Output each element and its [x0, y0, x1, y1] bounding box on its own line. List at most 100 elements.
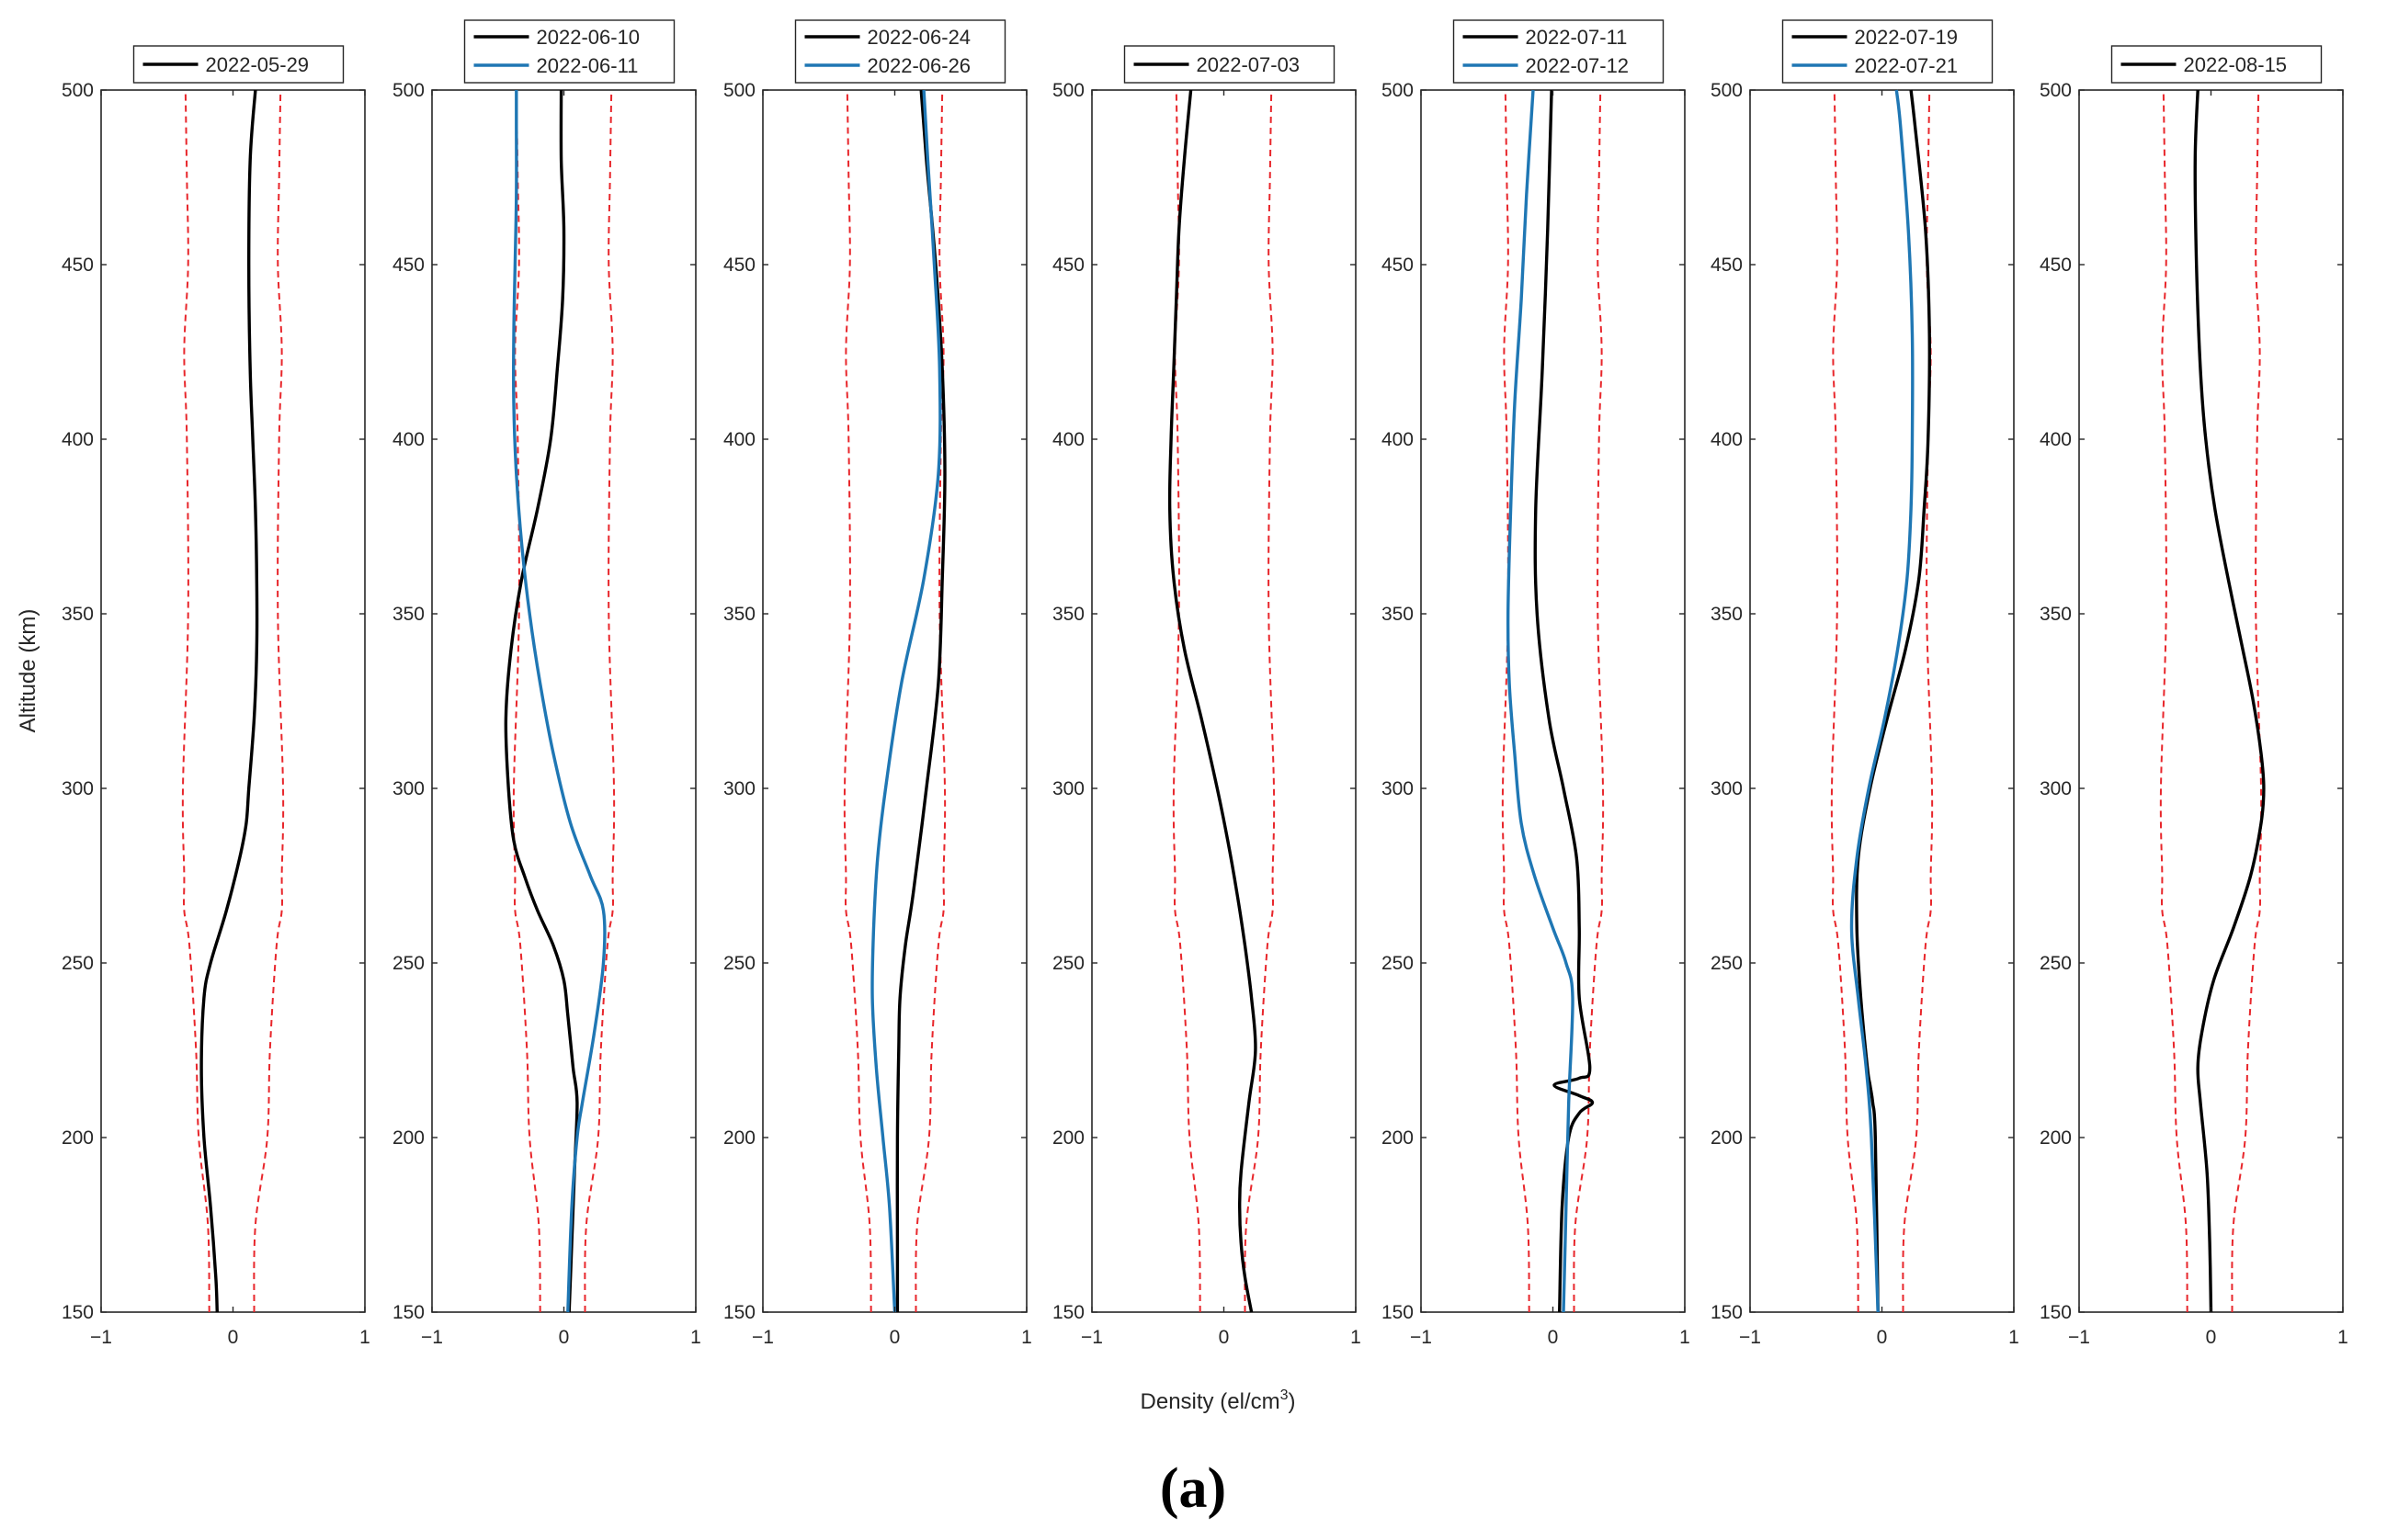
y-tick-label: 300	[1052, 778, 1085, 799]
axes-frame	[100, 89, 366, 1313]
legend-label: 2022-07-19	[1855, 26, 1959, 49]
subplot-1: 150 200 250 300 350 400 450 500 −1 0 1 2022-05-29	[62, 45, 370, 1348]
y-tick-label: 400	[1381, 429, 1414, 450]
y-tick-label: 200	[723, 1127, 756, 1149]
x-tick-label: 1	[1021, 1327, 1032, 1348]
x-tick-label: −1	[1410, 1327, 1432, 1348]
y-tick-label: 450	[392, 255, 425, 276]
x-tick-label: −1	[90, 1327, 112, 1348]
y-tick-label: 500	[392, 80, 425, 101]
series-line-2022-06-26	[870, 89, 942, 1313]
x-tick-label: 0	[2206, 1327, 2217, 1348]
x-tick-label: 1	[1679, 1327, 1690, 1348]
series-line-2022-07-21	[1849, 89, 1915, 1313]
y-tick-label: 450	[62, 255, 94, 276]
x-tick-label: 0	[1877, 1327, 1888, 1348]
threshold-lower-line	[181, 89, 210, 1313]
subplot-7: 150 200 250 300 350 400 450 500 −1 0 1 2022-08-15	[2040, 45, 2348, 1348]
threshold-upper-line	[584, 89, 616, 1313]
legend-box	[1452, 19, 1665, 84]
legend-box	[1781, 19, 1994, 84]
x-tick-label: 1	[690, 1327, 701, 1348]
threshold-lower-line	[1172, 89, 1201, 1313]
axes-frame	[2078, 89, 2344, 1313]
y-tick-label: 300	[723, 778, 756, 799]
threshold-upper-line	[1902, 89, 1934, 1313]
threshold-lower-line	[843, 89, 872, 1313]
legend-label: 2022-08-15	[2184, 53, 2288, 76]
y-tick-label: 300	[1711, 778, 1743, 799]
y-tick-label: 400	[1052, 429, 1085, 450]
y-tick-label: 200	[1052, 1127, 1085, 1149]
y-tick-label: 250	[1711, 953, 1743, 974]
y-tick-label: 250	[392, 953, 425, 974]
x-tick-label: 0	[228, 1327, 239, 1348]
threshold-upper-line	[253, 89, 285, 1313]
threshold-lower-line	[1830, 89, 1859, 1313]
legend: 2022-08-15	[2110, 45, 2323, 84]
legend: 2022-05-29	[132, 45, 345, 84]
legend-box	[794, 19, 1006, 84]
y-tick-label: 350	[2040, 604, 2072, 625]
x-tick-label: −1	[2068, 1327, 2090, 1348]
axes-frame	[1749, 89, 2015, 1313]
y-tick-label: 500	[1711, 80, 1743, 101]
axes-frame	[1091, 89, 1357, 1313]
series-line-2022-06-24	[895, 89, 947, 1312]
legend-label: 2022-06-11	[537, 54, 639, 77]
x-axis-title: Density (el/cm3)	[1141, 1387, 1296, 1414]
series-line-2022-06-11	[511, 90, 607, 1313]
y-tick-label: 500	[723, 80, 756, 101]
legend-label: 2022-06-24	[868, 26, 972, 49]
x-tick-label: 0	[1219, 1327, 1230, 1348]
y-tick-label: 450	[2040, 255, 2072, 276]
y-tick-label: 500	[2040, 80, 2072, 101]
axes-frame	[762, 89, 1028, 1313]
y-tick-label: 150	[723, 1302, 756, 1323]
y-tick-label: 200	[1711, 1127, 1743, 1149]
legend-label: 2022-06-10	[537, 26, 641, 49]
legend-box	[463, 19, 676, 84]
y-tick-label: 500	[1052, 80, 1085, 101]
legend-label: 2022-07-12	[1526, 54, 1630, 77]
x-axis-title-main: Density (el/cm	[1141, 1389, 1280, 1414]
threshold-lower-line	[512, 89, 541, 1313]
y-tick-label: 150	[1711, 1302, 1743, 1323]
series-line-2022-05-29	[199, 89, 259, 1313]
legend: 2022-07-03	[1123, 45, 1336, 84]
x-tick-label: 0	[890, 1327, 901, 1348]
y-tick-label: 350	[723, 604, 756, 625]
y-tick-label: 150	[392, 1302, 425, 1323]
series-line-2022-07-12	[1506, 89, 1574, 1313]
x-tick-label: 1	[2337, 1327, 2348, 1348]
legend-label: 2022-06-26	[868, 54, 972, 77]
legend-label: 2022-07-21	[1855, 54, 1959, 77]
y-tick-label: 250	[1381, 953, 1414, 974]
y-tick-label: 400	[62, 429, 94, 450]
y-tick-label: 300	[392, 778, 425, 799]
y-tick-label: 300	[62, 778, 94, 799]
threshold-upper-line	[2231, 89, 2263, 1313]
series-line-2022-08-15	[2193, 89, 2266, 1313]
legend-label: 2022-07-03	[1197, 53, 1301, 76]
panel-label: (a)	[1160, 1457, 1226, 1520]
x-tick-label: 0	[1548, 1327, 1559, 1348]
y-tick-label: 250	[62, 953, 94, 974]
x-tick-label: 0	[559, 1327, 570, 1348]
y-tick-label: 500	[1381, 80, 1414, 101]
x-axis-title-tail: )	[1288, 1389, 1295, 1414]
series-line-2022-06-10	[504, 89, 579, 1313]
threshold-upper-line	[1573, 89, 1605, 1313]
y-tick-label: 150	[1381, 1302, 1414, 1323]
legend: 2022-07-19 2022-07-21	[1781, 19, 1994, 84]
y-tick-label: 450	[723, 255, 756, 276]
y-tick-label: 200	[62, 1127, 94, 1149]
y-tick-label: 300	[1381, 778, 1414, 799]
y-tick-label: 200	[1381, 1127, 1414, 1149]
y-tick-label: 450	[1381, 255, 1414, 276]
